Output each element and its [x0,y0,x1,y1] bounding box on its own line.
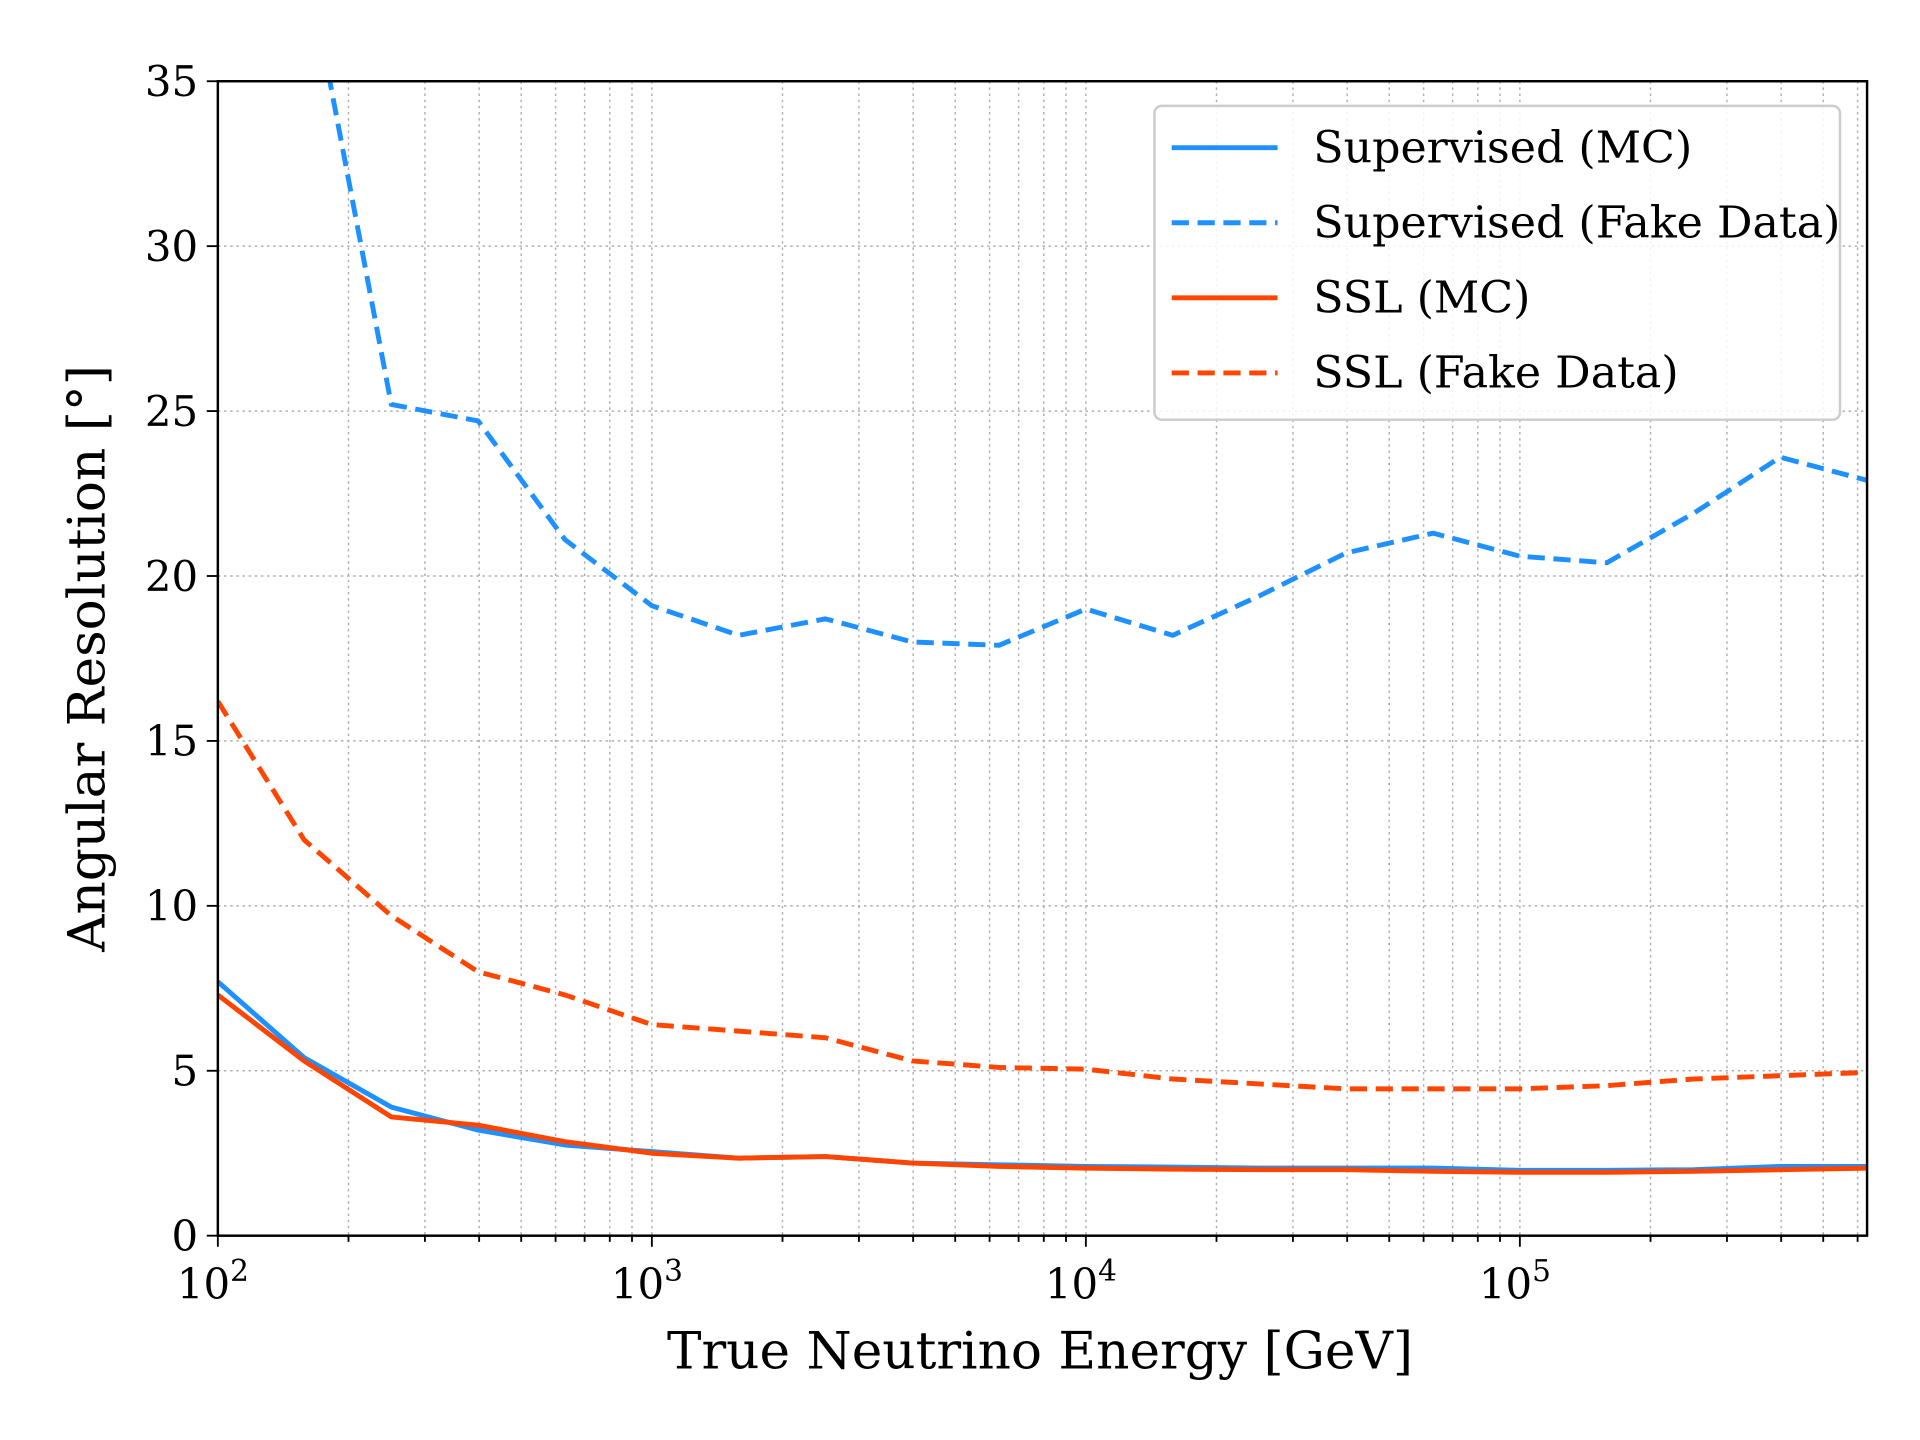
legend-label: Supervised (Fake Data) [1313,198,1840,249]
y-tick-label: 0 [172,1211,199,1260]
series-line-0 [217,979,1868,1173]
x-tick-label: 104 [1045,1254,1117,1308]
x-tick-label: 103 [611,1254,683,1308]
y-tick-label: 35 [145,57,198,106]
series-line-2 [217,992,1868,1175]
y-tick-label: 25 [145,387,198,436]
series-line-1 [327,81,1868,648]
series-group [217,81,1868,1175]
legend-label: SSL (Fake Data) [1313,348,1678,399]
y-axis-label: Angular Resolution [°] [58,365,118,953]
plot-frame [216,79,1869,1237]
legend: Supervised (MC) Supervised (Fake Data) SSL… [1153,104,1842,421]
y-tick-label: 5 [172,1047,199,1096]
x-tick-label: 105 [1479,1254,1551,1308]
x-tick-label: 102 [177,1254,249,1308]
y-tick-label: 20 [145,552,198,601]
y-tick-label: 15 [145,717,198,766]
legend-label: Supervised (MC) [1313,122,1692,173]
x-axis-label: True Neutrino Energy [GeV] [667,1322,1413,1382]
legend-box [1153,104,1842,421]
y-tick-label: 30 [145,222,198,271]
axis-ticks: 102 103 104 105 0 5 10 15 20 25 30 35 [145,57,1859,1308]
legend-label: SSL (MC) [1313,273,1530,324]
series-line-3 [217,699,1868,1092]
y-tick-label: 10 [145,882,198,931]
